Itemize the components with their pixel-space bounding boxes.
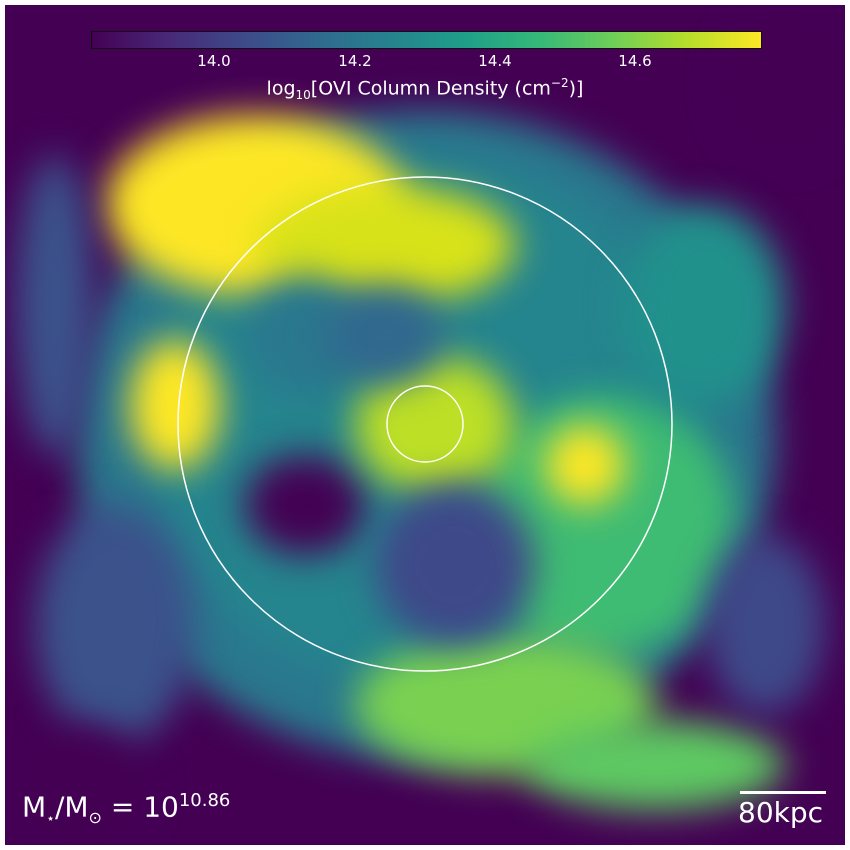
label-log: log [266,77,296,100]
density-region [705,535,825,715]
stellar-mass-label: M⋆/M⊙ = 1010.86 [22,790,230,827]
scale-bar-label: 80kpc [738,796,824,829]
label-sup: −2 [550,76,569,90]
density-region [15,155,95,455]
mass-exp: 10.86 [178,790,231,811]
mass-sun: ⊙ [88,807,102,827]
column-density-map [5,5,845,845]
density-region [245,455,365,555]
density-region [375,485,535,645]
colorbar-tick: 14.0 [197,52,231,70]
label-main: [OVI Column Density (cm [310,77,551,100]
colorbar-label: log10[OVI Column Density (cm−2)] [267,76,584,102]
scale-bar [740,791,826,794]
density-region [35,505,195,745]
colorbar [91,31,762,49]
colorbar-tick: 14.6 [618,52,652,70]
inner-radius-circle [386,385,464,463]
mass-m: M [22,790,47,824]
mass-msun: /M [54,790,89,824]
label-sub: 10 [295,88,311,103]
density-region [130,340,220,470]
density-region [325,285,445,385]
density-region [625,205,785,405]
density-region [525,720,785,810]
colorbar-tick: 14.4 [478,52,512,70]
density-region [25,725,145,845]
colorbar-tick: 14.2 [338,52,372,70]
mass-star: ⋆ [46,810,55,827]
mass-eq: = 10 [101,790,179,824]
label-end: )] [568,77,584,100]
outer-radius-circle [177,176,673,672]
density-region [545,425,625,505]
